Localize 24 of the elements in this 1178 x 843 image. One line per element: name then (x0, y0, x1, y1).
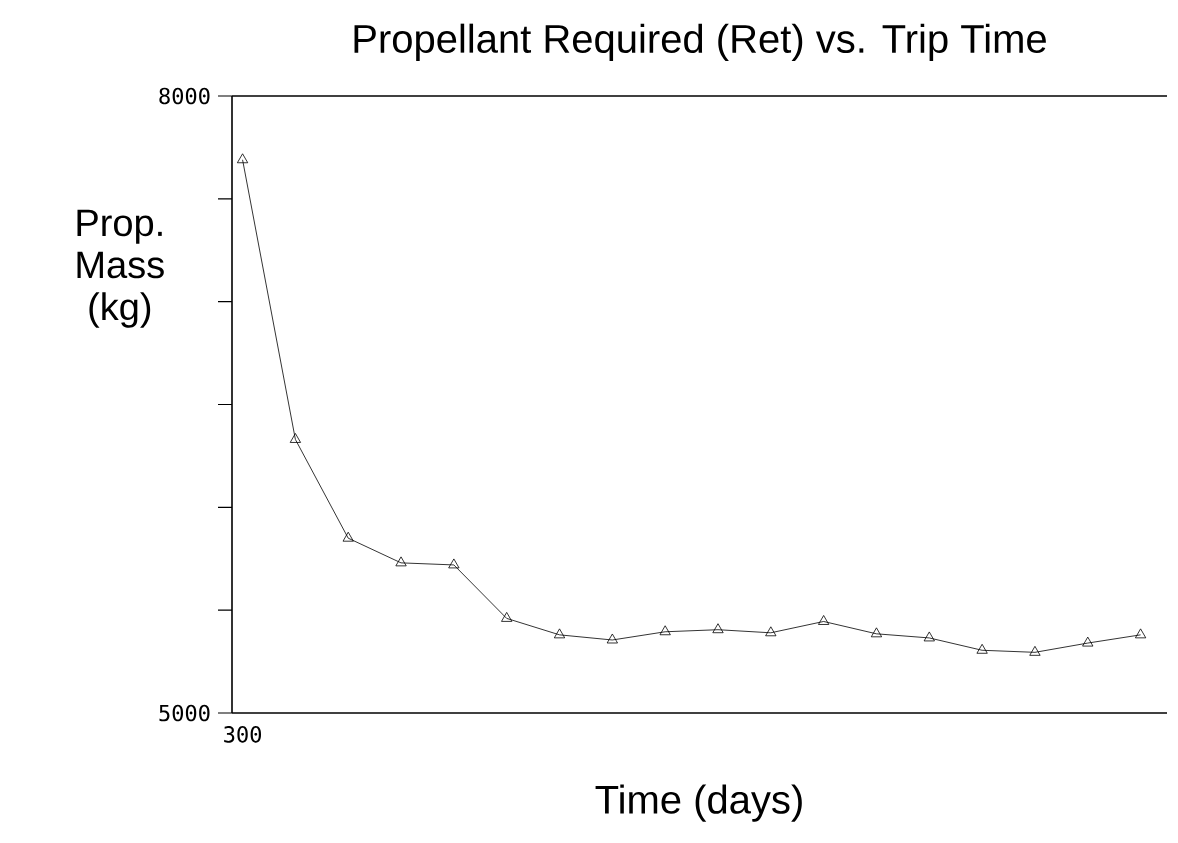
y-axis-title: Prop. Mass (kg) (77, 209, 164, 328)
point (1029, 645, 1041, 656)
point (289, 433, 301, 443)
point (395, 556, 407, 567)
point (342, 531, 354, 542)
point (976, 643, 988, 654)
point (448, 558, 460, 569)
point (870, 627, 883, 638)
point (712, 623, 724, 634)
point (236, 153, 249, 164)
point (765, 626, 777, 637)
y-tick-label: 8000 (159, 87, 210, 105)
point (501, 612, 513, 622)
point (818, 615, 830, 625)
chart-title: Propellant Required (Ret) vs. Trip Time (354, 23, 1046, 61)
point (1134, 628, 1147, 639)
point (659, 625, 671, 636)
x-axis-title: Time (days) (595, 784, 802, 822)
point (1082, 636, 1094, 647)
point (553, 628, 566, 639)
y-tick-label: 5000 (159, 704, 210, 722)
point (606, 633, 618, 644)
x-tick-label: 300 (224, 726, 262, 743)
point (923, 631, 935, 642)
